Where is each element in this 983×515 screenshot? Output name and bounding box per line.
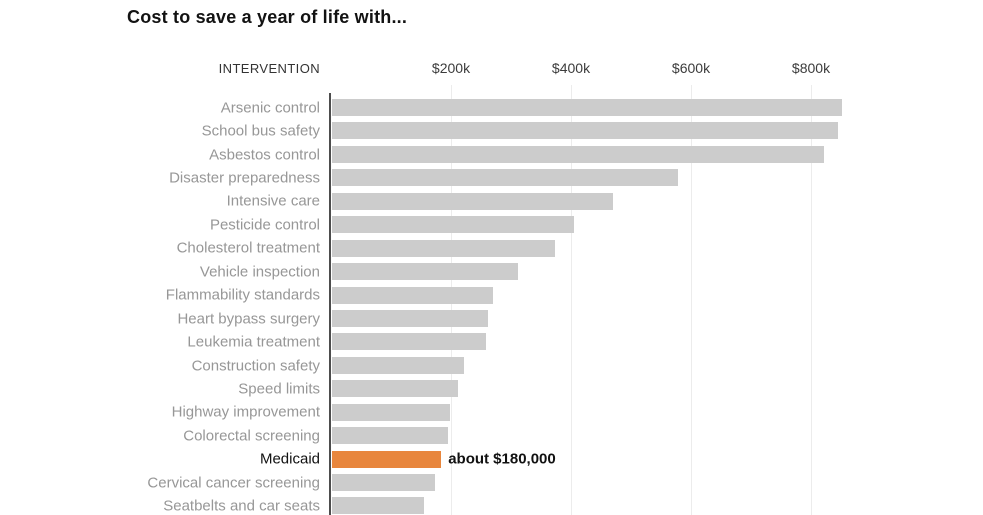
intervention-label: Intensive care <box>226 192 320 210</box>
table-row: School bus safety <box>0 119 983 142</box>
table-row: Seatbelts and car seats <box>0 494 983 515</box>
intervention-label: Arsenic control <box>220 99 320 117</box>
intervention-label: School bus safety <box>201 122 320 140</box>
table-row: Heart bypass surgery <box>0 307 983 330</box>
cost-bar <box>332 356 464 374</box>
y-axis-line <box>329 93 331 515</box>
intervention-label: Colorectal screening <box>183 427 320 445</box>
cost-bar <box>332 403 451 421</box>
table-row: Flammability standards <box>0 284 983 307</box>
table-row: Arsenic control <box>0 96 983 119</box>
cost-bar <box>332 450 442 468</box>
intervention-label: Leukemia treatment <box>187 333 320 351</box>
bar-rows: Arsenic control School bus safety Asbest… <box>0 96 983 515</box>
cost-bar <box>332 427 448 445</box>
table-row: Pesticide control <box>0 213 983 236</box>
cost-bar <box>332 309 488 327</box>
intervention-label: Disaster preparedness <box>169 169 320 187</box>
intervention-label: Pesticide control <box>209 216 320 234</box>
table-row: Cervical cancer screening <box>0 471 983 494</box>
table-row: Highway improvement <box>0 401 983 424</box>
cost-bar <box>332 122 838 140</box>
cost-bar <box>332 474 435 491</box>
intervention-label: Asbestos control <box>209 146 320 164</box>
table-row: Medicaid about $180,000 <box>0 448 983 471</box>
gridline <box>691 85 692 515</box>
intervention-column-header: INTERVENTION <box>218 61 320 76</box>
cost-bar <box>332 286 493 304</box>
intervention-label: Vehicle inspection <box>199 263 320 281</box>
table-row: Leukemia treatment <box>0 330 983 353</box>
gridline <box>571 85 572 515</box>
intervention-label: Cholesterol treatment <box>176 239 320 257</box>
intervention-label: Medicaid <box>259 450 320 468</box>
cost-bar <box>332 497 424 515</box>
table-row: Colorectal screening <box>0 424 983 447</box>
cost-bar <box>332 216 574 234</box>
cost-bar <box>332 333 486 351</box>
table-row: Disaster preparedness <box>0 166 983 189</box>
cost-bar <box>332 239 555 257</box>
intervention-label: Heart bypass surgery <box>177 310 320 328</box>
highlight-annotation: about $180,000 <box>448 450 556 468</box>
table-row: Intensive care <box>0 190 983 213</box>
intervention-label: Cervical cancer screening <box>147 474 320 492</box>
cost-bar <box>332 99 842 116</box>
intervention-label: Seatbelts and car seats <box>163 497 320 515</box>
intervention-label: Speed limits <box>238 380 320 398</box>
cost-bar <box>332 380 458 398</box>
table-row: Vehicle inspection <box>0 260 983 283</box>
x-axis-tick-label: $200k <box>431 60 471 76</box>
table-row: Speed limits <box>0 377 983 400</box>
table-row: Construction safety <box>0 354 983 377</box>
table-row: Asbestos control <box>0 143 983 166</box>
cost-bar <box>332 169 679 187</box>
cost-bar <box>332 263 518 281</box>
cost-bar <box>332 192 613 210</box>
intervention-label: Flammability standards <box>165 286 320 304</box>
x-axis-tick-label: $600k <box>671 60 711 76</box>
intervention-label: Construction safety <box>191 357 320 375</box>
x-axis-tick-label: $800k <box>791 60 831 76</box>
chart-title: Cost to save a year of life with... <box>127 7 408 27</box>
gridline <box>811 85 812 515</box>
x-axis-tick-label: $400k <box>551 60 591 76</box>
table-row: Cholesterol treatment <box>0 237 983 260</box>
cost-bar <box>332 145 824 163</box>
intervention-label: Highway improvement <box>171 403 320 421</box>
